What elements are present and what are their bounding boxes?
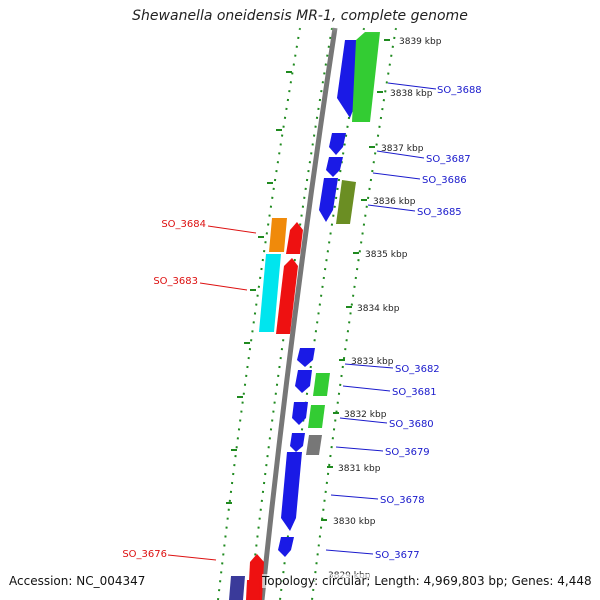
gene-navy-bottom bbox=[229, 576, 245, 600]
gene-label-so3679[interactable]: SO_3679 bbox=[385, 447, 430, 458]
gene-so3679-gray bbox=[306, 435, 322, 455]
scale-label: 3833 kbp bbox=[351, 357, 394, 367]
accession-text: Accession: NC_004347 bbox=[9, 574, 146, 588]
gene-so3683-red bbox=[276, 258, 298, 334]
left-label-lines bbox=[167, 225, 257, 561]
gene-label-so3687[interactable]: SO_3687 bbox=[426, 154, 471, 165]
gene-so3684-orange bbox=[269, 218, 287, 252]
gene-so3683-cyan bbox=[259, 254, 281, 332]
gene-so3682-blue bbox=[297, 348, 315, 367]
outer-dotted-track-right bbox=[311, 27, 397, 600]
scale-label: 3830 kbp bbox=[333, 517, 376, 527]
gene-so3679-blue bbox=[290, 433, 305, 452]
scale-label: 3838 kbp bbox=[390, 89, 433, 99]
scale-label: 3831 kbp bbox=[338, 464, 381, 474]
gene-label-so3678[interactable]: SO_3678 bbox=[380, 495, 425, 506]
gene-red-bottom bbox=[246, 580, 260, 600]
gene-so3685-olive bbox=[336, 180, 356, 224]
left-gene-labels: SO_3684 SO_3683 SO_3676 bbox=[122, 219, 206, 560]
gene-label-so3676[interactable]: SO_3676 bbox=[122, 549, 167, 560]
map-title: Shewanella oneidensis MR-1, complete gen… bbox=[132, 8, 468, 24]
outer-dotted-track-left bbox=[217, 27, 301, 600]
gene-so3685-blue bbox=[319, 178, 338, 222]
gene-label-so3683[interactable]: SO_3683 bbox=[153, 276, 198, 287]
gene-label-so3682[interactable]: SO_3682 bbox=[395, 364, 440, 375]
gene-so3688-green bbox=[352, 32, 380, 122]
right-gene-labels: SO_3688 SO_3687 SO_3686 SO_3685 SO_3682 … bbox=[375, 85, 482, 561]
right-tick-marks bbox=[321, 39, 390, 521]
gene-so3681-blue bbox=[295, 370, 312, 393]
gene-so3680-blue bbox=[292, 402, 308, 425]
gene-label-so3680[interactable]: SO_3680 bbox=[389, 419, 434, 430]
gene-so3681-green bbox=[313, 373, 330, 396]
gene-so3684-red bbox=[286, 222, 303, 254]
gene-label-so3685[interactable]: SO_3685 bbox=[417, 207, 462, 218]
gene-label-so3677[interactable]: SO_3677 bbox=[375, 550, 420, 561]
gene-so3687-blue bbox=[329, 133, 346, 155]
scale-label: 3832 kbp bbox=[344, 410, 387, 420]
gene-so3680-green bbox=[308, 405, 325, 428]
topology-text: Topology: circular; Length: 4,969,803 bp… bbox=[262, 574, 592, 588]
left-tick-marks bbox=[226, 71, 292, 504]
gene-label-so3681[interactable]: SO_3681 bbox=[392, 387, 437, 398]
gene-label-so3688[interactable]: SO_3688 bbox=[437, 85, 482, 96]
right-label-lines bbox=[325, 82, 437, 555]
gene-so3686-blue-small bbox=[326, 157, 343, 177]
scale-label: 3836 kbp bbox=[373, 197, 416, 207]
inner-dotted-track-left bbox=[249, 27, 333, 600]
gene-so3677-blue bbox=[278, 537, 294, 557]
scale-label: 3837 kbp bbox=[381, 144, 424, 154]
genome-backbone bbox=[259, 27, 338, 600]
scale-label: 3835 kbp bbox=[365, 250, 408, 260]
gene-label-so3684[interactable]: SO_3684 bbox=[161, 219, 206, 230]
top-fade bbox=[0, 0, 600, 34]
scale-label: 3834 kbp bbox=[357, 304, 400, 314]
gene-label-so3686[interactable]: SO_3686 bbox=[422, 175, 467, 186]
scale-label: 3839 kbp bbox=[399, 37, 442, 47]
gene-so3678-blue bbox=[281, 452, 302, 531]
